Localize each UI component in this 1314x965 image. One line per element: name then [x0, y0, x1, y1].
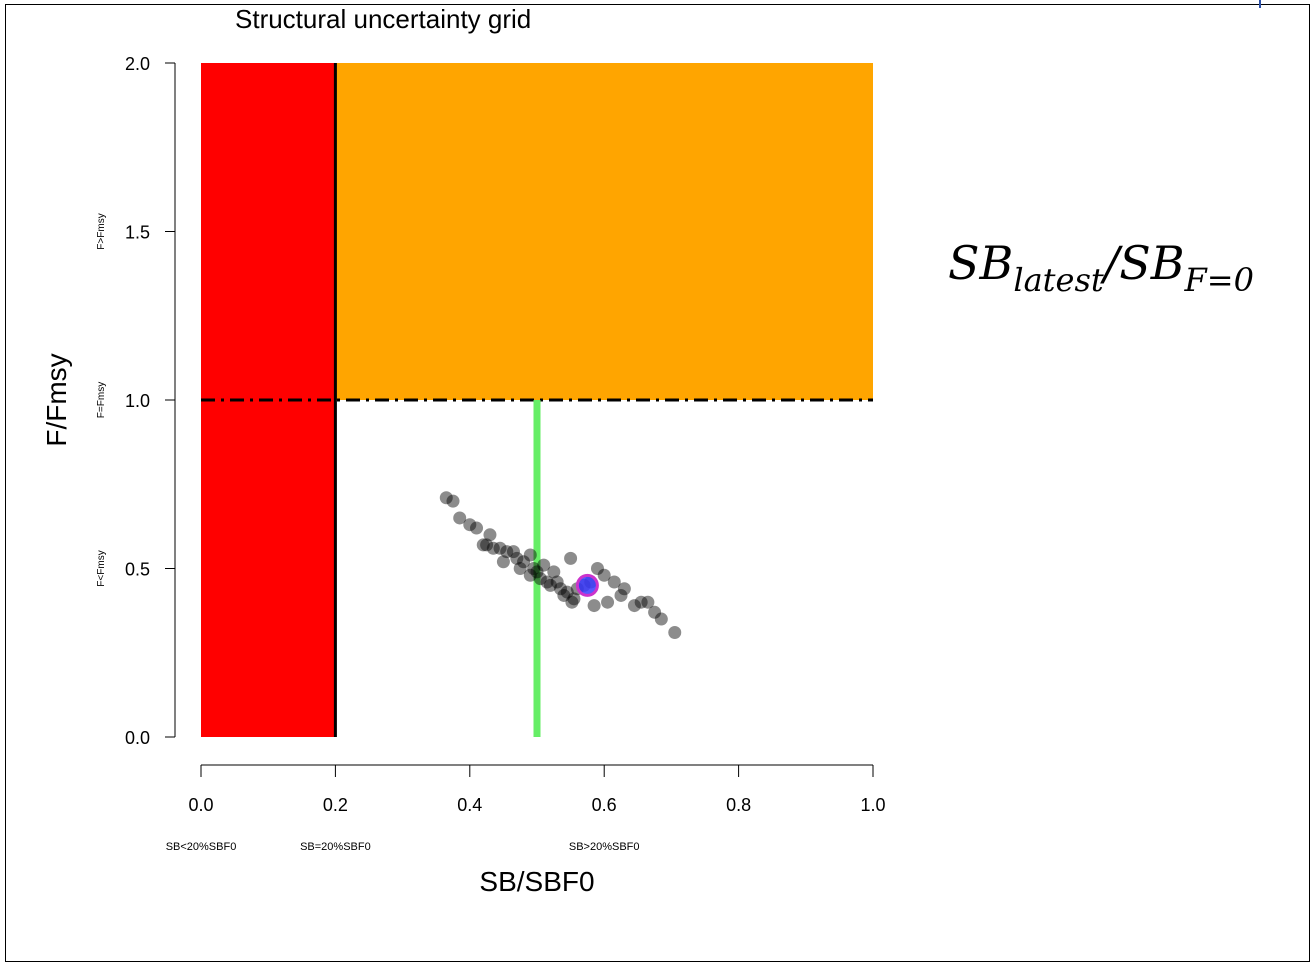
scatter-point [557, 588, 571, 602]
x-tick-label: 1.0 [860, 795, 885, 815]
scatter-point [476, 538, 490, 552]
top-accent-mark [1259, 0, 1261, 8]
scatter-point [564, 551, 578, 565]
highlight-point [575, 573, 599, 597]
scatter-point [523, 568, 537, 582]
scatter-point [533, 572, 547, 586]
y-zone-label: F>Fmsy [96, 213, 107, 249]
scatter-point [565, 595, 579, 609]
zone-regions [201, 63, 873, 737]
scatter-point [668, 626, 682, 640]
scatter-point [567, 592, 581, 606]
y-tick-label: 1.5 [125, 223, 150, 243]
scatter-point [590, 562, 604, 575]
y-tick-label: 0.0 [125, 728, 150, 748]
reference-lines [201, 63, 873, 737]
y-tick-label: 1.0 [125, 391, 150, 411]
orange-zone [335, 63, 873, 400]
x-tick-label: 0.0 [188, 795, 213, 815]
scatter-point [550, 575, 564, 589]
formula-main2: SB [1119, 236, 1185, 290]
y-axis-label: F/Fmsy [41, 353, 72, 446]
formula-annotation: SBlatest/SBF=0 [948, 236, 1254, 299]
figure-frame [5, 4, 1310, 962]
scatter-point [439, 491, 453, 505]
scatter-point [617, 582, 631, 596]
scatter-point [607, 575, 621, 589]
scatter-point [500, 545, 514, 559]
scatter-point [587, 599, 601, 613]
scatter-point [527, 562, 541, 575]
scatter-point [510, 551, 524, 565]
data-points [439, 491, 682, 640]
scatter-point [614, 588, 628, 602]
scatter-point [654, 612, 668, 626]
x-zone-label: SB=20%SBF0 [300, 841, 371, 853]
scatter-point [648, 605, 662, 619]
scatter-point [540, 575, 554, 589]
y-tick-label: 2.0 [125, 54, 150, 74]
x-tick-label: 0.2 [323, 795, 348, 815]
scatter-point [530, 565, 544, 579]
scatter-point [483, 528, 497, 542]
x-tick-label: 0.6 [592, 795, 617, 815]
scatter-point [547, 565, 561, 579]
scatter-point [543, 578, 557, 592]
chart-title: Structural uncertainty grid [235, 4, 532, 34]
scatter-point [601, 595, 615, 609]
axes: 0.0 0.5 1.0 1.5 2.0 0.0 0.2 0.4 0.6 0.8 1.0 SB<20%S… [96, 54, 886, 853]
x-axis-label: SB/SBF0 [479, 866, 594, 897]
scatter-point [480, 538, 494, 552]
y-tick-label: 0.5 [125, 560, 150, 580]
y-zone-label: F=Fmsy [96, 382, 107, 418]
scatter-point [634, 595, 648, 609]
scatter-point [523, 548, 537, 562]
formula-sub-f0: F=0 [1184, 261, 1254, 299]
scatter-point [517, 555, 531, 569]
scatter-point [641, 595, 655, 609]
scatter-point [446, 494, 460, 508]
scatter-point [453, 511, 467, 525]
x-zone-label: SB<20%SBF0 [166, 841, 237, 853]
scatter-point [597, 568, 611, 582]
formula-sub-latest: latest [1013, 261, 1104, 299]
scatter-point [554, 582, 568, 596]
scatter-point [463, 518, 477, 532]
scatter-point [513, 562, 527, 575]
scatter-point [560, 585, 574, 599]
x-zone-label: SB>20%SBF0 [569, 841, 640, 853]
scatter-point [493, 541, 507, 555]
x-tick-label: 0.8 [726, 795, 751, 815]
x-tick-label: 0.4 [457, 795, 482, 815]
scatter-point [496, 555, 510, 569]
scatter-point [470, 521, 484, 535]
formula-slash: / [1103, 236, 1120, 290]
y-zone-label: F<Fmsy [96, 550, 107, 586]
scatter-point [486, 541, 500, 555]
formula-main: SB [948, 236, 1014, 290]
scatter-point [506, 545, 520, 559]
scatter-point [627, 599, 641, 613]
scatter-point [537, 558, 551, 572]
